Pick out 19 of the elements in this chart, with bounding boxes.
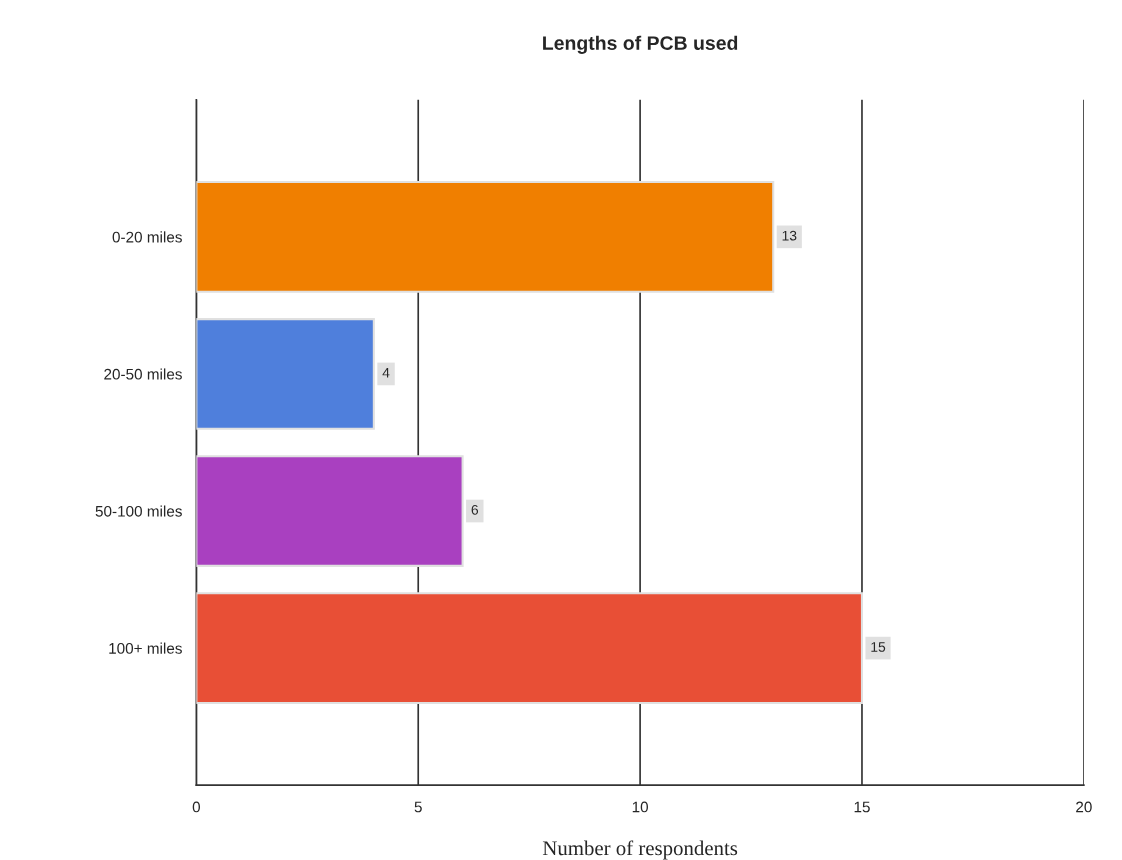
x-tick-label: 20 [1076,801,1092,813]
bar [196,318,375,430]
y-tick-label: 50-100 miles [95,505,182,517]
x-tick-label: 10 [632,801,648,813]
y-tick-label: 20-50 miles [104,368,182,380]
y-tick-label: 0-20 miles [112,231,182,243]
data-label: 15 [871,642,886,652]
bar [196,180,775,293]
x-tick-label: 15 [854,801,870,813]
data-label: 6 [471,504,479,515]
bar [196,592,864,704]
chart-title: Lengths of PCB used [543,35,738,54]
x-tick-label: 5 [414,801,422,813]
x-axis-title: Number of respondents [542,840,738,860]
y-tick-label: 100+ miles [109,642,182,654]
bar [196,455,464,567]
data-label: 13 [782,230,797,241]
data-label: 4 [382,367,390,378]
x-tick-label: 0 [192,801,200,813]
